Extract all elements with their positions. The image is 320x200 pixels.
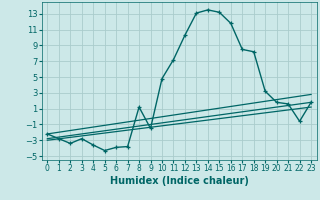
X-axis label: Humidex (Indice chaleur): Humidex (Indice chaleur) (110, 176, 249, 186)
